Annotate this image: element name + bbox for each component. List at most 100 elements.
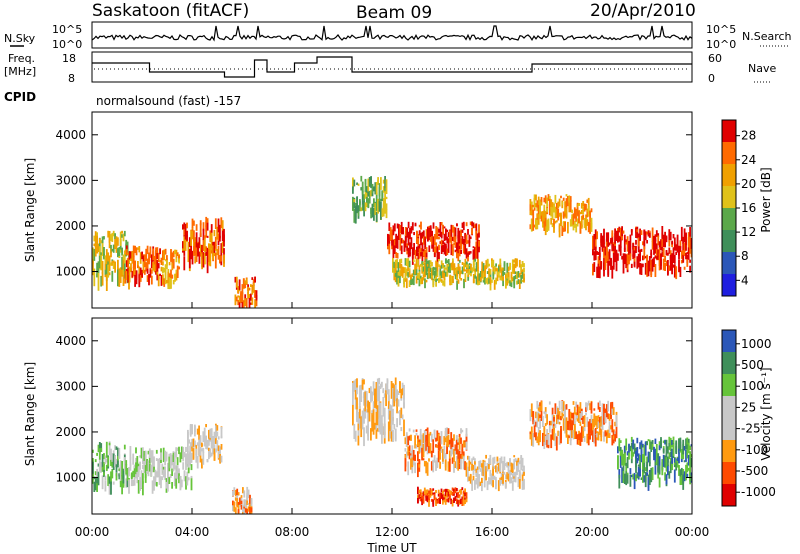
power-cell — [647, 262, 650, 277]
power-cell — [143, 269, 146, 275]
power-cell — [564, 221, 566, 232]
velocity-cell — [130, 472, 133, 479]
velocity-cell — [673, 457, 676, 463]
power-cell — [433, 246, 436, 256]
velocity-cell — [669, 437, 672, 447]
velocity-cell — [488, 477, 490, 485]
velocity-cell — [453, 449, 455, 462]
power-cell — [221, 229, 224, 242]
time-tick-label: 20:00 — [575, 525, 610, 539]
velocity-cell — [105, 441, 108, 458]
power-cell — [421, 231, 424, 239]
power-cell — [514, 271, 517, 274]
power-cell — [252, 282, 255, 293]
power-cell — [382, 179, 385, 184]
power-cell — [643, 229, 646, 246]
power-cell — [576, 203, 579, 208]
velocity-cell — [679, 472, 682, 485]
power-cell — [157, 263, 160, 269]
power-cell — [668, 265, 671, 271]
velocity-cell — [664, 472, 666, 481]
velocity-colorbar-label: 1000 — [741, 337, 772, 351]
velocity-ytick-label: 3000 — [55, 379, 86, 393]
velocity-cell — [682, 439, 685, 455]
velocity-cell — [626, 451, 629, 456]
power-cell — [460, 250, 462, 254]
velocity-colorbar-swatch — [722, 374, 736, 396]
power-cell — [135, 274, 138, 278]
velocity-colorbar-label: -100 — [741, 443, 768, 457]
velocity-cell — [551, 428, 554, 433]
power-cell — [558, 198, 561, 207]
velocity-cell — [390, 405, 393, 427]
power-cell — [467, 229, 469, 235]
power-cell — [610, 262, 612, 270]
velocity-cell — [433, 496, 436, 501]
velocity-cell — [504, 482, 507, 489]
velocity-cell — [664, 455, 666, 468]
power-cell — [658, 247, 661, 255]
power-cell — [642, 241, 644, 246]
velocity-cell — [114, 445, 116, 451]
velocity-cell — [607, 400, 610, 412]
velocity-cell — [121, 475, 123, 480]
power-cell — [170, 249, 172, 262]
power-cell — [442, 245, 444, 252]
power-cell — [127, 267, 130, 274]
velocity-cell — [164, 450, 166, 462]
velocity-cell — [129, 457, 132, 467]
power-cell — [650, 265, 653, 278]
velocity-cell — [423, 438, 426, 452]
velocity-cell — [419, 490, 422, 497]
power-cell — [555, 220, 558, 223]
velocity-cell — [164, 466, 166, 480]
velocity-cell — [561, 400, 564, 413]
power-cell — [467, 264, 470, 269]
velocity-cell — [393, 424, 396, 430]
power-cell — [191, 218, 194, 229]
power-cell — [457, 249, 460, 262]
velocity-cell — [361, 410, 364, 430]
velocity-cell — [390, 431, 393, 442]
power-cell — [443, 226, 446, 229]
velocity-cell — [509, 459, 511, 467]
power-cell — [672, 253, 675, 263]
velocity-cell — [471, 479, 473, 491]
power-cell — [417, 245, 420, 253]
velocity-cell — [446, 488, 448, 493]
velocity-cell — [481, 470, 483, 476]
velocity-cell — [153, 456, 155, 471]
power-cell — [489, 273, 492, 280]
power-cell — [206, 257, 209, 274]
velocity-cell — [447, 461, 450, 472]
power-cell — [427, 230, 429, 242]
velocity-cell — [217, 436, 220, 440]
velocity-cell — [110, 471, 112, 485]
power-cell — [658, 257, 661, 271]
velocity-cell — [430, 450, 433, 458]
power-cell — [384, 206, 386, 214]
power-cell — [653, 240, 655, 255]
power-cell — [112, 230, 115, 237]
velocity-cell — [429, 443, 432, 451]
power-cell — [640, 230, 643, 235]
power-cell — [611, 232, 614, 238]
velocity-cell — [135, 462, 137, 475]
power-cell — [123, 261, 126, 279]
velocity-cell — [687, 468, 690, 471]
power-cell — [392, 243, 395, 252]
power-cell — [97, 243, 100, 253]
power-cell — [409, 242, 411, 251]
power-cell — [361, 190, 364, 205]
power-cell — [646, 254, 648, 271]
velocity-cell — [579, 402, 582, 412]
power-cell — [458, 249, 461, 257]
power-cell — [418, 231, 421, 236]
power-cell — [391, 238, 393, 243]
power-cell — [474, 224, 476, 228]
power-cell — [683, 235, 686, 243]
velocity-cell — [511, 480, 514, 491]
power-cell — [637, 237, 640, 247]
power-cell — [651, 227, 654, 242]
power-cell — [582, 214, 585, 220]
